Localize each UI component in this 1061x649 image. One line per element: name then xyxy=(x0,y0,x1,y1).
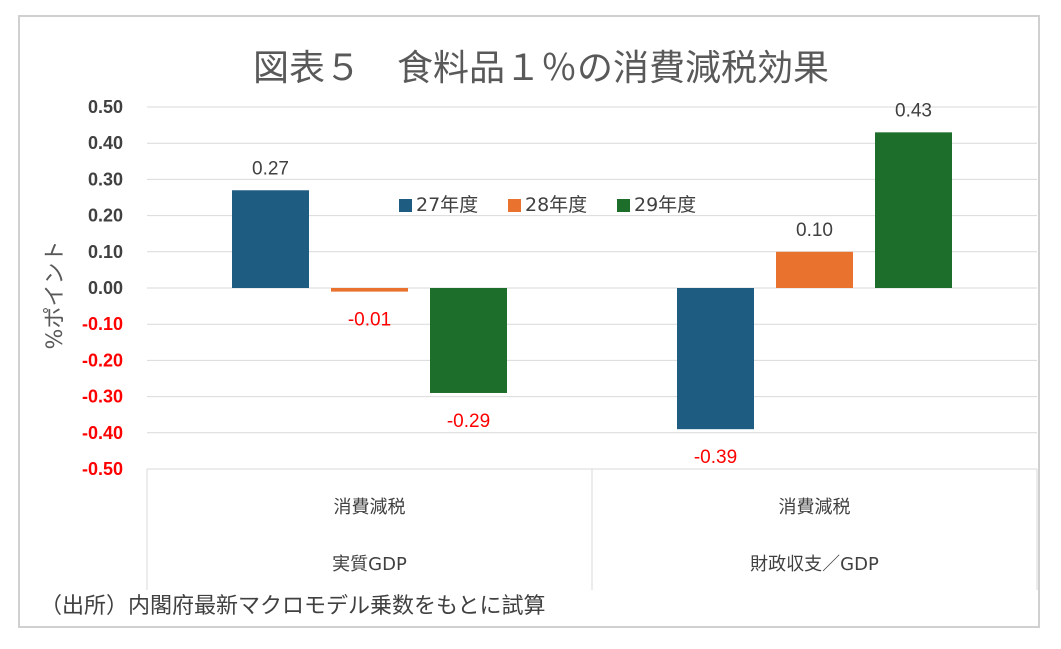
y-tick-label: 0.10 xyxy=(88,242,123,262)
bar-28年度 xyxy=(776,251,853,288)
y-axis-label: %ポイント xyxy=(43,241,68,350)
legend-label: 28年度 xyxy=(525,194,587,216)
bar-28年度 xyxy=(331,288,408,292)
data-label: -0.39 xyxy=(694,447,737,468)
data-label: -0.29 xyxy=(447,411,490,432)
bars xyxy=(232,132,952,430)
data-label: -0.01 xyxy=(348,310,391,331)
legend-label: 29年度 xyxy=(634,194,696,216)
y-tick-label: -0.30 xyxy=(82,387,123,407)
legend-swatch xyxy=(399,199,412,212)
y-tick-label: 0.40 xyxy=(88,133,123,153)
y-tick-label: -0.40 xyxy=(82,423,123,443)
legend-swatch xyxy=(508,199,521,212)
y-tick-label: -0.50 xyxy=(82,459,123,479)
category-label-top: 消費減税 xyxy=(334,497,406,518)
y-tick-label: -0.20 xyxy=(82,350,123,370)
category-label-bottom: 財政収支／GDP xyxy=(750,554,879,575)
y-tick-label: 0.50 xyxy=(88,97,123,117)
data-labels: 0.27 -0.01 -0.29 -0.39 0.10 0.43 xyxy=(252,100,932,468)
y-tick-label: 0.00 xyxy=(88,278,123,298)
bar-29年度 xyxy=(875,132,952,288)
chart-frame xyxy=(18,15,1040,628)
legend-label: 27年度 xyxy=(416,194,478,216)
y-tick-label: -0.10 xyxy=(82,314,123,334)
category-label-top: 消費減税 xyxy=(779,497,851,518)
chart-title: 図表５ 食料品１％の消費減税効果 xyxy=(253,48,829,89)
data-label: 0.10 xyxy=(796,220,833,241)
y-axis-ticks: 0.50 0.40 0.30 0.20 0.10 0.00 -0.10 -0.20 -0.30 -… xyxy=(82,97,123,479)
y-tick-label: 0.20 xyxy=(88,206,123,226)
y-tick-label: 0.30 xyxy=(88,169,123,189)
bar-27年度 xyxy=(232,190,309,288)
legend: 27年度 28年度 29年度 xyxy=(399,194,696,216)
data-label: 0.27 xyxy=(252,158,289,179)
bar-29年度 xyxy=(430,288,507,393)
bar-27年度 xyxy=(677,288,754,430)
legend-swatch xyxy=(617,199,630,212)
source-note: （出所）内閣府最新マクロモデル乗数をもとに試算 xyxy=(40,594,546,619)
category-label-bottom: 実質GDP xyxy=(332,554,407,575)
data-label: 0.43 xyxy=(895,100,932,121)
